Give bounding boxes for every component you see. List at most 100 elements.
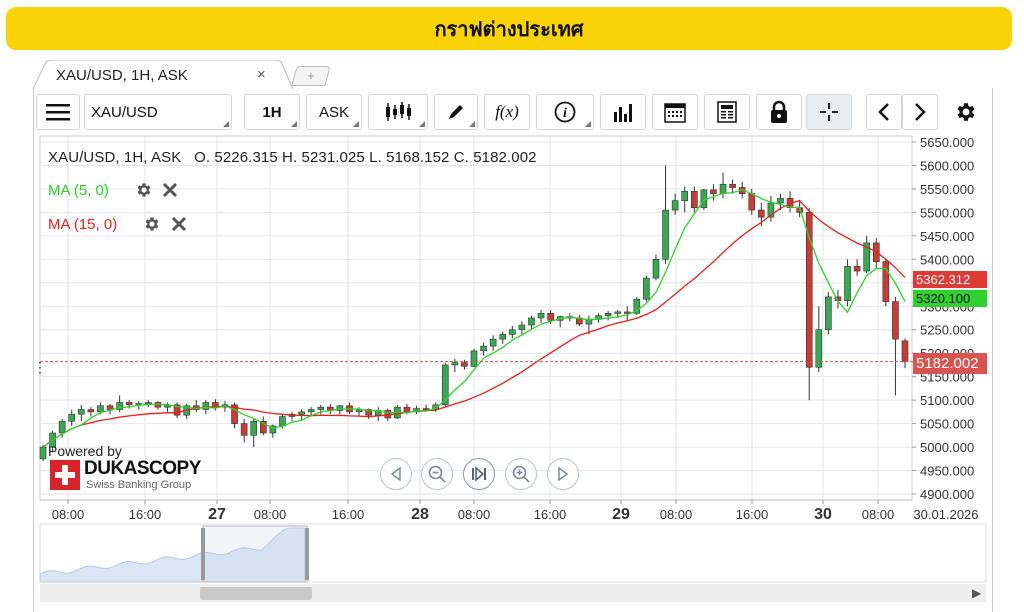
reset-view-button[interactable] xyxy=(463,458,495,490)
candle-body xyxy=(719,183,727,194)
dropdown-corner-icon xyxy=(353,121,359,127)
period-value: 1H xyxy=(262,103,282,121)
candle-body xyxy=(758,209,765,218)
ma15-gear-icon[interactable] xyxy=(143,215,161,233)
x-tick-label: 30.01.2026 xyxy=(913,507,978,522)
candle-body xyxy=(518,324,526,331)
calendar-button[interactable] xyxy=(652,94,698,130)
time-axis: 08:00 16:00 27 08:00 16:00 28 08:00 16:00 29 08:0… xyxy=(40,499,979,523)
candle-body xyxy=(901,340,909,362)
dropdown-corner-icon xyxy=(469,121,475,127)
ma5-gear-icon[interactable] xyxy=(135,181,153,199)
x-tick-label: 16:00 xyxy=(129,507,162,522)
candle-body xyxy=(805,212,813,368)
ma5-legend[interactable]: MA (5, 0) xyxy=(48,182,109,199)
candle-body xyxy=(690,190,698,209)
x-tick-label: 30 xyxy=(814,506,832,523)
indicators-button[interactable]: f(x) xyxy=(484,94,530,130)
settings-button[interactable] xyxy=(944,94,988,130)
candle-body xyxy=(317,406,325,410)
candle-body xyxy=(58,420,66,434)
candle-body xyxy=(537,313,545,319)
candle-body xyxy=(748,193,756,211)
candle-body xyxy=(336,405,344,411)
y-tick-label: 4950.000 xyxy=(920,464,974,479)
overview-navigator[interactable] xyxy=(39,523,987,583)
dropdown-corner-icon xyxy=(291,121,297,127)
chart-scrollbar[interactable] xyxy=(40,584,986,602)
ma5-series xyxy=(42,189,906,448)
ma5-close-icon[interactable] xyxy=(162,182,178,198)
dukascopy-logo[interactable]: DUKASCOPY Swiss Banking Group xyxy=(50,458,201,492)
draw-tools-button[interactable] xyxy=(434,94,478,130)
x-tick-label: 08:00 xyxy=(660,507,693,522)
ohlc-legend: XAU/USD, 1H, ASK O. 5226.315 H. 5231.025… xyxy=(48,149,537,166)
x-tick-label: 16:00 xyxy=(736,507,769,522)
candle-body xyxy=(710,189,717,194)
period-selector[interactable]: 1H xyxy=(244,94,300,130)
overview-area xyxy=(39,527,306,583)
scroll-right-button[interactable] xyxy=(902,94,938,130)
candle-body xyxy=(729,183,736,188)
candle-body xyxy=(767,202,775,218)
dropdown-corner-icon xyxy=(419,121,425,127)
triangle-right-icon xyxy=(558,467,569,481)
tab-label[interactable]: XAU/USD, 1H, ASK xyxy=(56,67,188,84)
zoom-in-button[interactable] xyxy=(505,458,537,490)
scroll-right-arrow-icon[interactable]: ▶ xyxy=(972,586,982,600)
x-tick-label: 27 xyxy=(208,506,226,523)
tab-close-icon[interactable]: × xyxy=(257,66,266,83)
news-button[interactable] xyxy=(704,94,750,130)
side-selector[interactable]: ASK xyxy=(306,94,362,130)
y-tick-label: 4900.000 xyxy=(920,487,974,502)
scroll-left-button[interactable] xyxy=(866,94,902,130)
play-to-end-icon xyxy=(472,466,486,482)
lock-button[interactable] xyxy=(756,94,802,130)
ma15-close-icon[interactable] xyxy=(171,216,187,232)
candle-body xyxy=(87,409,95,413)
drag-handle-icon[interactable]: ⋮ xyxy=(33,359,47,375)
brand-name: DUKASCOPY xyxy=(84,458,201,479)
volume-button[interactable] xyxy=(600,94,646,130)
x-tick-label: 08:00 xyxy=(52,507,85,522)
symbol-selector[interactable]: XAU/USD xyxy=(84,94,232,130)
candle-body xyxy=(547,313,554,321)
menu-button[interactable] xyxy=(36,94,80,130)
triangle-left-icon xyxy=(390,467,401,481)
lock-icon xyxy=(771,100,787,123)
candle-body xyxy=(480,345,487,352)
plot-background xyxy=(39,135,913,501)
x-tick-label: 16:00 xyxy=(332,507,365,522)
brand-subtitle: Swiss Banking Group xyxy=(86,479,192,491)
y-tick-label: 5400.000 xyxy=(920,252,974,267)
candle-body xyxy=(461,362,468,367)
y-tick-label: 5550.000 xyxy=(920,182,974,197)
ma15-price-tag: 5362.312 xyxy=(913,271,987,288)
candle-body xyxy=(652,259,660,279)
candle-body xyxy=(681,190,689,201)
ma15-legend[interactable]: MA (15, 0) xyxy=(48,216,118,233)
crosshair-button[interactable] xyxy=(806,94,852,130)
pan-right-button[interactable] xyxy=(547,458,579,490)
chart-tab[interactable] xyxy=(32,60,294,90)
info-button[interactable]: i xyxy=(536,94,594,130)
powered-by-label: Powered by xyxy=(48,443,122,459)
scrollbar-thumb[interactable] xyxy=(200,587,312,600)
x-tick-label: 16:00 xyxy=(534,507,567,522)
y-tick-label: 5600.000 xyxy=(920,158,974,173)
candle-body xyxy=(662,209,669,260)
candle-body xyxy=(892,301,899,340)
price-axis: 5650.000 5600.000 5550.000 5500.000 5450.000… xyxy=(912,135,974,502)
last-price-tag: 5182.002 xyxy=(913,353,987,374)
candlestick-icon xyxy=(386,102,411,121)
candle-body xyxy=(259,420,267,434)
candle-body xyxy=(441,364,449,406)
candle-body xyxy=(365,409,372,416)
chart-type-button[interactable] xyxy=(368,94,428,130)
ma5-line xyxy=(42,189,906,448)
candle-body xyxy=(815,329,823,368)
pan-left-button[interactable] xyxy=(380,458,412,490)
zoom-out-button[interactable] xyxy=(421,458,453,490)
candle-body xyxy=(509,329,516,335)
